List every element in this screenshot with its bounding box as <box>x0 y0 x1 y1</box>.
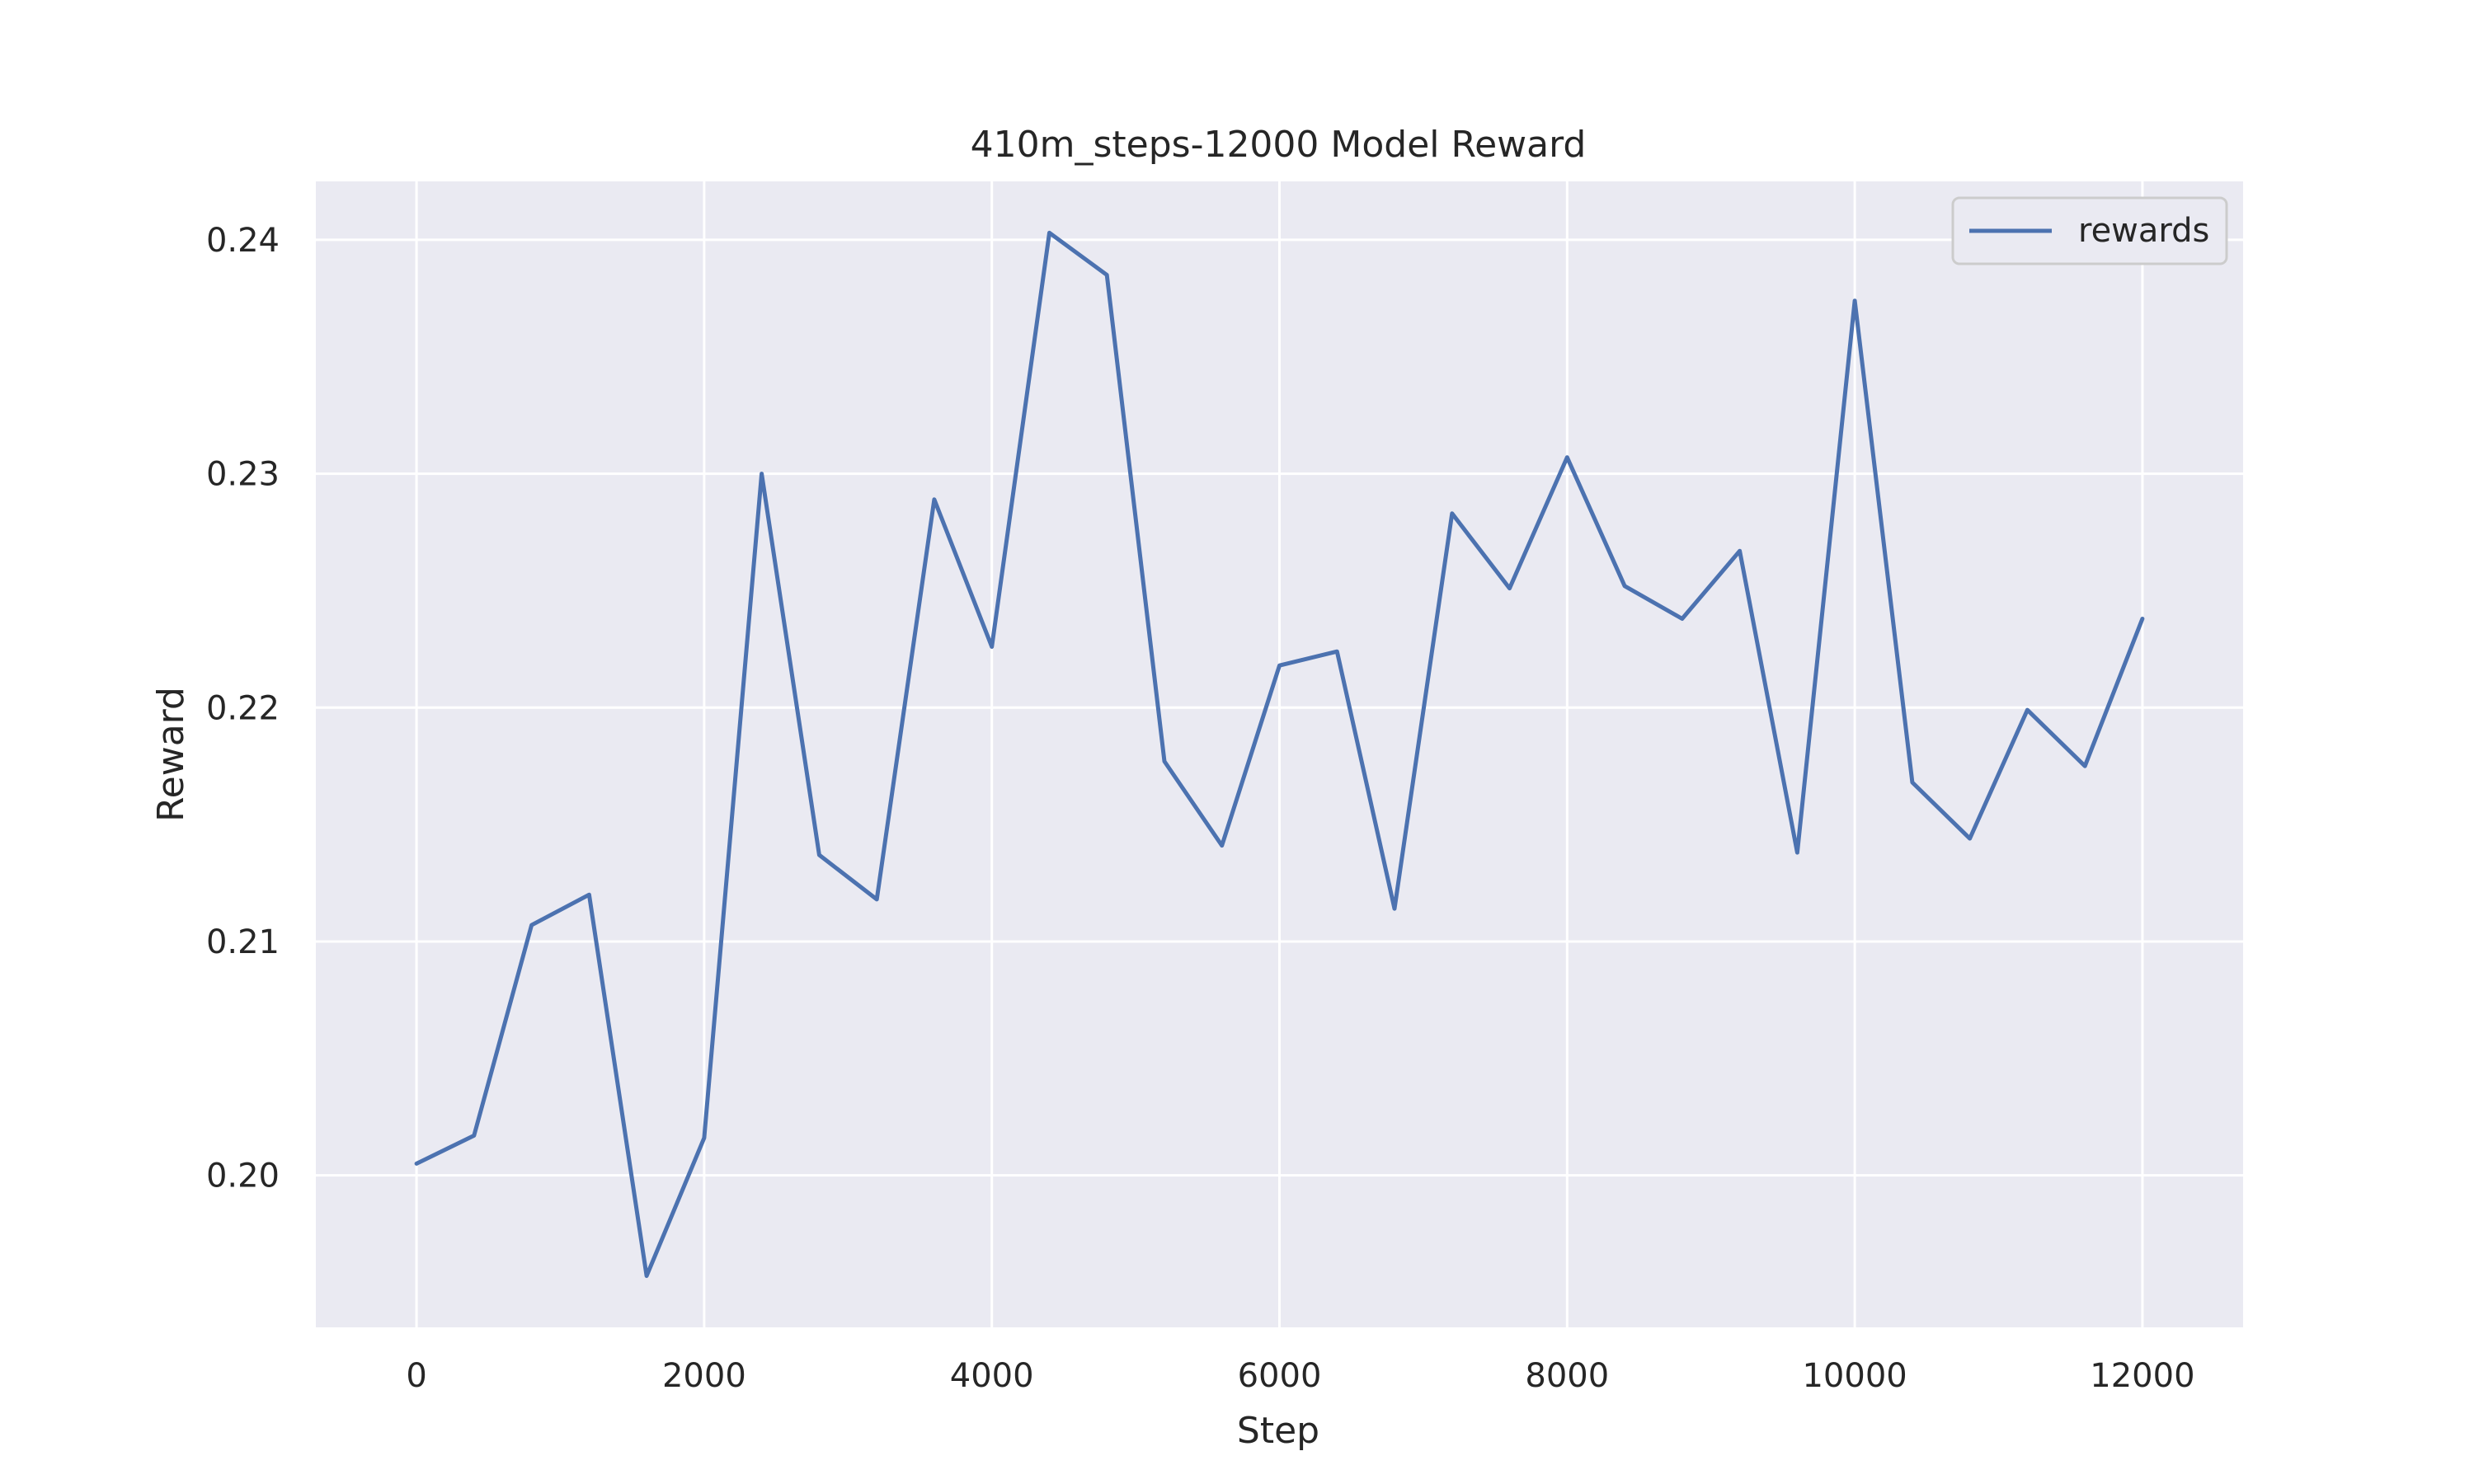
y-tick-label: 0.20 <box>206 1158 280 1195</box>
y-tick-label: 0.23 <box>206 456 280 494</box>
y-axis-label: Reward <box>150 687 192 822</box>
x-tick-label: 0 <box>406 1357 426 1395</box>
y-tick-labels: 0.20 0.21 0.22 0.23 0.24 <box>206 222 280 1195</box>
x-tick-label: 12000 <box>2090 1357 2194 1395</box>
x-tick-label: 2000 <box>662 1357 746 1395</box>
chart-title: 410m_steps-12000 Model Reward <box>971 124 1587 166</box>
x-tick-label: 10000 <box>1802 1357 1907 1395</box>
series-line-rewards <box>414 230 2145 1279</box>
y-tick-label: 0.21 <box>206 923 280 961</box>
x-tick-label: 6000 <box>1238 1357 1322 1395</box>
y-tick-label: 0.22 <box>206 689 280 727</box>
legend-label-rewards: rewards <box>2078 212 2209 250</box>
x-gridlines <box>415 181 2144 1327</box>
legend-box <box>1951 196 2228 265</box>
y-tick-label: 0.24 <box>206 222 280 260</box>
x-tick-labels: 0 2000 4000 6000 8000 10000 12000 <box>406 1357 2194 1395</box>
legend: rewards <box>1951 196 2228 265</box>
y-gridlines <box>316 238 2243 1177</box>
x-axis-label: Step <box>1237 1410 1319 1452</box>
x-tick-label: 8000 <box>1525 1357 1609 1395</box>
x-tick-label: 4000 <box>950 1357 1034 1395</box>
